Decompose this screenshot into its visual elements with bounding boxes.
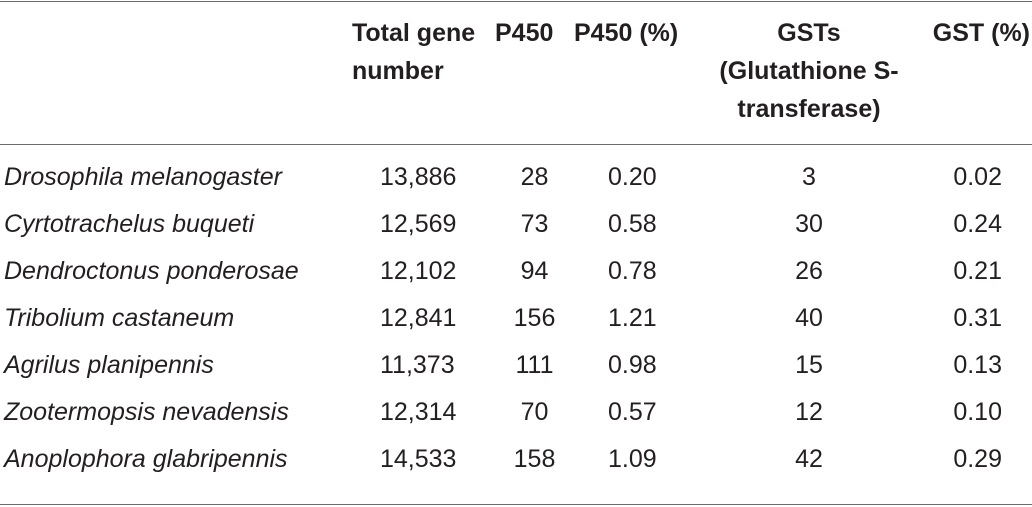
cell-p450: 156 xyxy=(513,304,556,332)
cell-p450: 70 xyxy=(520,398,549,426)
top-rule xyxy=(0,1,1032,2)
cell-total-gene-number: 12,841 xyxy=(380,304,457,332)
cell-gst-percent: 0.31 xyxy=(953,304,1002,332)
cell-gst-percent: 0.24 xyxy=(953,210,1002,238)
table-row: Zootermopsis nevadensis 12,314 70 0.57 12 0.1… xyxy=(0,389,1032,436)
table-row: Agrilus planipennis 11,373 111 0.98 15 0.13 xyxy=(0,342,1032,389)
cell-species: Drosophila melanogaster xyxy=(4,163,282,191)
cell-p450-percent: 0.58 xyxy=(608,210,657,238)
gene-table: Total gene number P450 P450 (%) GSTs (Gl… xyxy=(0,14,1032,483)
cell-gst-percent: 0.21 xyxy=(953,257,1002,285)
table-row: Drosophila melanogaster 13,886 28 0.20 3 0.02 xyxy=(0,144,1032,201)
header-p450: P450 xyxy=(495,19,554,47)
cell-total-gene-number: 11,373 xyxy=(380,351,455,379)
cell-gst-percent: 0.02 xyxy=(953,163,1002,191)
header-gst-percent: GST (%) xyxy=(932,19,1030,47)
header-species xyxy=(0,14,352,144)
table-body: Drosophila melanogaster 13,886 28 0.20 3 0.02… xyxy=(0,144,1032,483)
table-header: Total gene number P450 P450 (%) GSTs (Gl… xyxy=(0,14,1032,144)
table-row: Cyrtotrachelus buqueti 12,569 73 0.58 30 0.24 xyxy=(0,201,1032,248)
cell-total-gene-number: 14,533 xyxy=(380,445,457,473)
cell-gst-percent: 0.13 xyxy=(953,351,1002,379)
cell-gsts: 26 xyxy=(795,257,823,285)
cell-species: Cyrtotrachelus buqueti xyxy=(4,210,255,238)
cell-total-gene-number: 12,102 xyxy=(380,257,457,285)
cell-species: Anoplophora glabripennis xyxy=(4,445,288,473)
table-row: Dendroctonus ponderosae 12,102 94 0.78 26 0.2… xyxy=(0,248,1032,295)
cell-gsts: 12 xyxy=(795,398,823,426)
cell-gst-percent: 0.29 xyxy=(953,445,1002,473)
cell-p450: 111 xyxy=(515,351,554,379)
cell-gsts: 15 xyxy=(795,351,823,379)
cell-gsts: 3 xyxy=(802,163,816,191)
cell-p450-percent: 0.20 xyxy=(608,163,657,191)
cell-p450-percent: 0.98 xyxy=(608,351,657,379)
cell-p450-percent: 0.57 xyxy=(608,398,657,426)
cell-species: Agrilus planipennis xyxy=(4,351,214,379)
cell-p450: 158 xyxy=(513,445,556,473)
cell-gsts: 40 xyxy=(795,304,823,332)
header-total-gene-number: Total gene number xyxy=(352,19,476,85)
cell-p450-percent: 1.09 xyxy=(608,445,657,473)
cell-gst-percent: 0.10 xyxy=(953,398,1002,426)
cell-species: Dendroctonus ponderosae xyxy=(4,257,299,285)
cell-gsts: 42 xyxy=(795,445,823,473)
cell-p450-percent: 0.78 xyxy=(608,257,657,285)
cell-p450: 73 xyxy=(520,210,549,238)
table-row: Tribolium castaneum 12,841 156 1.21 40 0.31 xyxy=(0,295,1032,342)
header-rule xyxy=(0,144,1032,145)
header-gsts: GSTs (Glutathione S-transferase) xyxy=(719,19,899,123)
table-row: Anoplophora glabripennis 14,533 158 1.09 42 0… xyxy=(0,436,1032,483)
cell-total-gene-number: 12,569 xyxy=(380,210,457,238)
cell-p450-percent: 1.21 xyxy=(608,304,657,332)
cell-species: Zootermopsis nevadensis xyxy=(4,398,289,426)
cell-gsts: 30 xyxy=(795,210,823,238)
header-row: Total gene number P450 P450 (%) GSTs (Gl… xyxy=(0,14,1032,144)
bottom-rule xyxy=(0,504,1032,505)
cell-p450: 94 xyxy=(520,257,549,285)
cell-species: Tribolium castaneum xyxy=(4,304,235,332)
header-p450-percent: P450 (%) xyxy=(574,19,679,47)
cell-p450: 28 xyxy=(520,163,549,191)
cell-total-gene-number: 13,886 xyxy=(380,163,457,191)
cell-total-gene-number: 12,314 xyxy=(380,398,457,426)
